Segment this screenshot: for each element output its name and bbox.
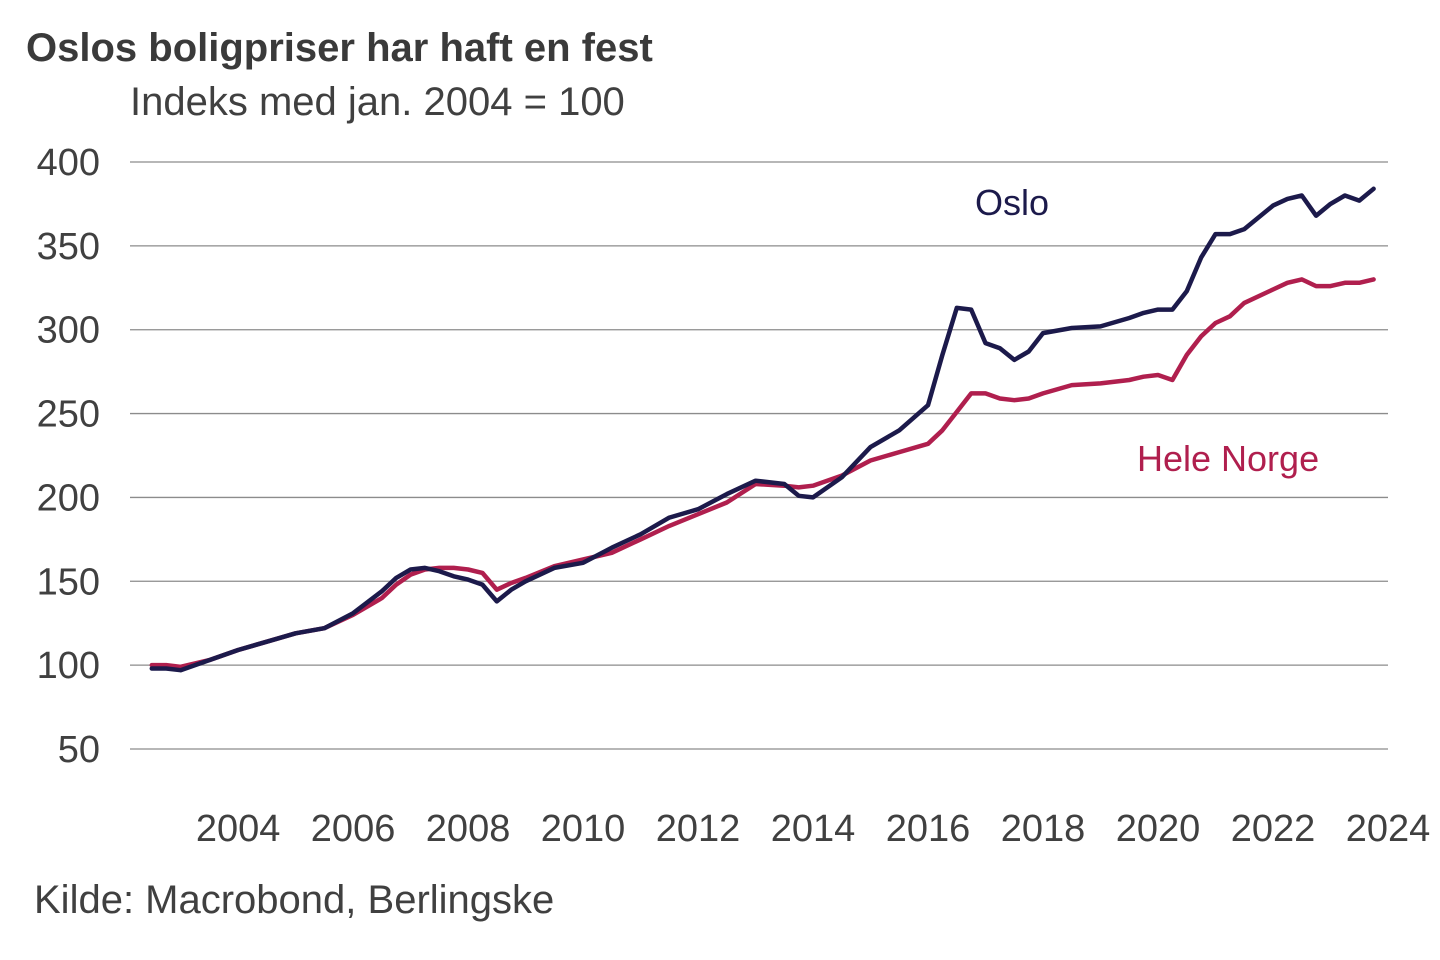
y-axis-ticks: 400 350 300 250 200 150 100 50: [37, 142, 100, 771]
y-tick-label: 300: [37, 310, 100, 352]
chart-source: Kilde: Macrobond, Berlingske: [34, 878, 555, 922]
x-tick-label: 2006: [311, 808, 396, 850]
series-lines: [149, 186, 1376, 673]
chart-subtitle: Indeks med jan. 2004 = 100: [130, 80, 625, 124]
y-tick-label: 250: [37, 394, 100, 436]
series-line-oslo: [149, 186, 1376, 673]
y-tick-label: 100: [37, 645, 100, 687]
x-axis-ticks: 2004 2006 2008 2010 2012 2014 2016 2018 2020 2022…: [196, 808, 1430, 850]
series-line-hele-norge: [149, 277, 1376, 670]
x-tick-label: 2012: [656, 808, 741, 850]
x-tick-label: 2016: [886, 808, 971, 850]
y-tick-label: 150: [37, 561, 100, 603]
x-tick-label: 2004: [196, 808, 281, 850]
gridlines: [130, 161, 1388, 750]
x-tick-label: 2008: [426, 808, 511, 850]
chart-title: Oslos boligpriser har haft en fest: [26, 26, 653, 70]
x-tick-label: 2020: [1116, 808, 1201, 850]
y-tick-label: 200: [37, 477, 100, 519]
y-tick-label: 50: [58, 729, 100, 771]
x-tick-label: 2018: [1001, 808, 1086, 850]
series-label: Oslo: [975, 182, 1049, 223]
x-tick-label: 2024: [1346, 808, 1431, 850]
x-tick-label: 2014: [771, 808, 856, 850]
y-tick-label: 400: [37, 142, 100, 184]
series-labels: Oslo Hele Norge: [975, 182, 1319, 479]
x-tick-label: 2010: [541, 808, 626, 850]
y-tick-label: 350: [37, 226, 100, 268]
series-label: Hele Norge: [1137, 438, 1319, 479]
x-tick-label: 2022: [1231, 808, 1316, 850]
